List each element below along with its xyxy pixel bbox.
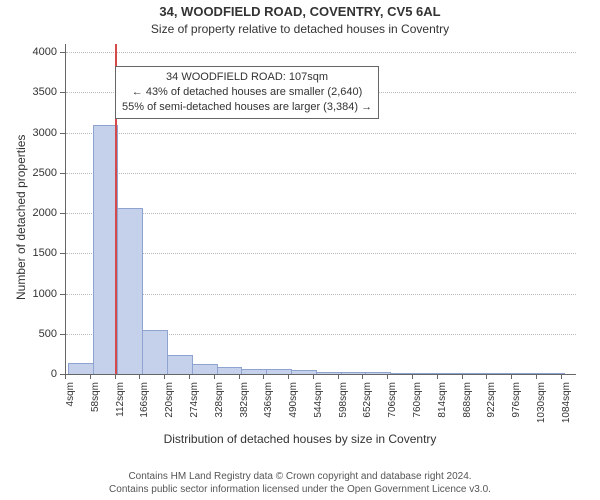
histogram-bar [167,355,193,374]
xtick-mark [189,374,190,379]
ytick-label: 3500 [0,86,57,98]
gridline [66,173,576,174]
ytick-label: 1500 [0,247,57,259]
ytick-label: 4000 [0,46,57,58]
histogram-bar [192,364,218,374]
histogram-bar [68,363,94,374]
histogram-bar [142,330,168,374]
xtick-mark [313,374,314,379]
xtick-mark [164,374,165,379]
ytick-label: 3000 [0,127,57,139]
gridline [66,133,576,134]
ytick-label: 2000 [0,207,57,219]
footer-line-1: Contains HM Land Registry data © Crown c… [0,470,600,483]
xtick-mark [462,374,463,379]
chart-subtitle: Size of property relative to detached ho… [0,22,600,36]
xtick-mark [239,374,240,379]
xtick-mark [412,374,413,379]
callout-line-2: ← 43% of detached houses are smaller (2,… [122,85,372,100]
histogram-bar [117,208,143,374]
histogram-bar [217,367,243,374]
xtick-mark [536,374,537,379]
attribution-footer: Contains HM Land Registry data © Crown c… [0,470,600,496]
ytick-label: 500 [0,328,57,340]
xtick-mark [115,374,116,379]
xtick-mark [362,374,363,379]
footer-line-2: Contains public sector information licen… [0,483,600,496]
ytick-label: 0 [0,368,57,380]
xtick-mark [486,374,487,379]
xtick-mark [511,374,512,379]
x-axis-label: Distribution of detached houses by size … [0,432,600,446]
xtick-mark [263,374,264,379]
ytick-label: 1000 [0,288,57,300]
xtick-mark [338,374,339,379]
callout-line-1: 34 WOODFIELD ROAD: 107sqm [122,70,372,85]
xtick-mark [561,374,562,379]
xtick-mark [437,374,438,379]
callout-line-3: 55% of semi-detached houses are larger (… [122,100,372,115]
xtick-mark [139,374,140,379]
chart-title: 34, WOODFIELD ROAD, COVENTRY, CV5 6AL [0,4,600,19]
xtick-mark [214,374,215,379]
xtick-mark [65,374,66,379]
callout-box: 34 WOODFIELD ROAD: 107sqm ← 43% of detac… [115,66,379,119]
xtick-mark [90,374,91,379]
xtick-mark [387,374,388,379]
ytick-label: 2500 [0,167,57,179]
xtick-mark [288,374,289,379]
gridline [66,52,576,53]
figure-container: 34, WOODFIELD ROAD, COVENTRY, CV5 6AL Si… [0,0,600,500]
